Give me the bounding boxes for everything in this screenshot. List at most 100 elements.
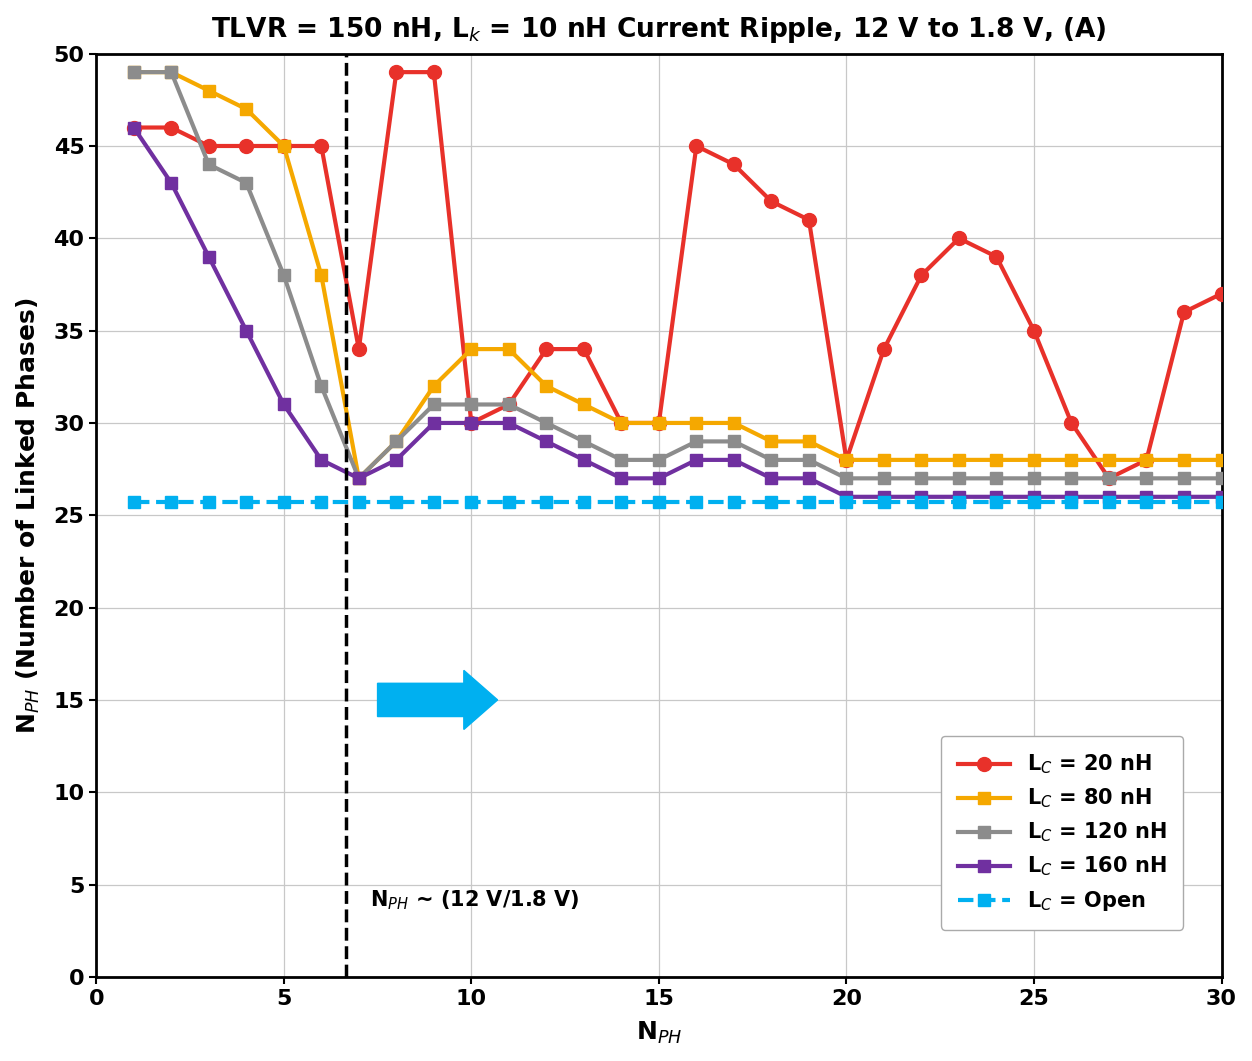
L$_C$ = 160 nH xyxy=(839,490,854,503)
L$_C$ = Open xyxy=(1027,495,1042,508)
L$_C$ = 80 nH xyxy=(389,435,404,448)
X-axis label: N$_{PH}$: N$_{PH}$ xyxy=(636,1020,682,1046)
L$_C$ = 80 nH xyxy=(576,398,591,411)
L$_C$ = 20 nH xyxy=(651,417,666,430)
L$_C$ = 20 nH xyxy=(1027,325,1042,337)
L$_C$ = 20 nH xyxy=(764,195,779,208)
L$_C$ = 80 nH xyxy=(989,453,1004,466)
L$_C$ = 120 nH xyxy=(463,398,478,411)
L$_C$ = 120 nH xyxy=(764,453,779,466)
L$_C$ = 80 nH xyxy=(1139,453,1154,466)
L$_C$ = Open xyxy=(352,495,367,508)
L$_C$ = 20 nH xyxy=(352,343,367,355)
L$_C$ = 80 nH xyxy=(239,103,254,116)
L$_C$ = 120 nH xyxy=(689,435,704,448)
L$_C$ = Open xyxy=(576,495,591,508)
L$_C$ = Open xyxy=(538,495,553,508)
L$_C$ = 20 nH xyxy=(239,140,254,153)
L$_C$ = Open xyxy=(1102,495,1117,508)
L$_C$ = Open xyxy=(839,495,854,508)
L$_C$ = 160 nH xyxy=(389,453,404,466)
Line: L$_C$ = Open: L$_C$ = Open xyxy=(128,497,1228,508)
L$_C$ = 20 nH xyxy=(952,232,967,245)
FancyArrow shape xyxy=(378,671,497,730)
L$_C$ = 20 nH xyxy=(914,268,929,281)
L$_C$ = 120 nH xyxy=(352,472,367,485)
L$_C$ = 160 nH xyxy=(576,453,591,466)
L$_C$ = 160 nH xyxy=(202,250,217,263)
L$_C$ = 20 nH xyxy=(389,66,404,79)
L$_C$ = 160 nH xyxy=(764,472,779,485)
L$_C$ = 20 nH xyxy=(314,140,329,153)
L$_C$ = 20 nH xyxy=(1064,417,1079,430)
L$_C$ = 80 nH xyxy=(1027,453,1042,466)
L$_C$ = 120 nH xyxy=(1214,472,1229,485)
L$_C$ = 160 nH xyxy=(1177,490,1192,503)
L$_C$ = 80 nH xyxy=(314,268,329,281)
L$_C$ = Open xyxy=(726,495,741,508)
L$_C$ = 120 nH xyxy=(914,472,929,485)
L$_C$ = 160 nH xyxy=(1102,490,1117,503)
L$_C$ = 80 nH xyxy=(689,417,704,430)
L$_C$ = 160 nH xyxy=(352,472,367,485)
L$_C$ = Open xyxy=(989,495,1004,508)
L$_C$ = 160 nH xyxy=(1139,490,1154,503)
L$_C$ = 80 nH xyxy=(538,380,553,393)
L$_C$ = Open xyxy=(463,495,478,508)
L$_C$ = 80 nH xyxy=(764,435,779,448)
L$_C$ = Open xyxy=(876,495,891,508)
L$_C$ = 120 nH xyxy=(239,176,254,189)
L$_C$ = 120 nH xyxy=(501,398,516,411)
L$_C$ = 160 nH xyxy=(463,417,478,430)
L$_C$ = 80 nH xyxy=(914,453,929,466)
L$_C$ = 160 nH xyxy=(1214,490,1229,503)
L$_C$ = 160 nH xyxy=(126,121,141,134)
L$_C$ = 120 nH xyxy=(314,380,329,393)
L$_C$ = 120 nH xyxy=(613,453,629,466)
L$_C$ = 80 nH xyxy=(1177,453,1192,466)
L$_C$ = Open xyxy=(801,495,816,508)
L$_C$ = 160 nH xyxy=(239,325,254,337)
L$_C$ = 120 nH xyxy=(1102,472,1117,485)
L$_C$ = 120 nH xyxy=(202,158,217,171)
L$_C$ = 120 nH xyxy=(164,66,179,79)
L$_C$ = 80 nH xyxy=(164,66,179,79)
L$_C$ = 20 nH xyxy=(463,417,478,430)
L$_C$ = 20 nH xyxy=(1139,453,1154,466)
L$_C$ = 20 nH xyxy=(726,158,741,171)
L$_C$ = 80 nH xyxy=(463,343,478,355)
L$_C$ = 160 nH xyxy=(651,472,666,485)
L$_C$ = 120 nH xyxy=(876,472,891,485)
L$_C$ = 20 nH xyxy=(277,140,292,153)
L$_C$ = 80 nH xyxy=(801,435,816,448)
L$_C$ = 80 nH xyxy=(352,472,367,485)
L$_C$ = 20 nH xyxy=(1177,306,1192,318)
L$_C$ = 160 nH xyxy=(1064,490,1079,503)
L$_C$ = 80 nH xyxy=(427,380,442,393)
L$_C$ = Open xyxy=(389,495,404,508)
L$_C$ = 80 nH xyxy=(501,343,516,355)
L$_C$ = 20 nH xyxy=(989,250,1004,263)
L$_C$ = Open xyxy=(651,495,666,508)
L$_C$ = 120 nH xyxy=(1064,472,1079,485)
L$_C$ = 160 nH xyxy=(876,490,891,503)
L$_C$ = 80 nH xyxy=(726,417,741,430)
L$_C$ = 120 nH xyxy=(839,472,854,485)
L$_C$ = 120 nH xyxy=(389,435,404,448)
L$_C$ = 80 nH xyxy=(651,417,666,430)
Y-axis label: N$_{PH}$ (Number of Linked Phases): N$_{PH}$ (Number of Linked Phases) xyxy=(15,297,43,733)
L$_C$ = 20 nH xyxy=(427,66,442,79)
L$_C$ = Open xyxy=(164,495,179,508)
L$_C$ = 80 nH xyxy=(839,453,854,466)
Line: L$_C$ = 20 nH: L$_C$ = 20 nH xyxy=(126,65,1228,485)
L$_C$ = 80 nH xyxy=(613,417,629,430)
L$_C$ = 160 nH xyxy=(314,453,329,466)
L$_C$ = 80 nH xyxy=(202,84,217,97)
L$_C$ = 160 nH xyxy=(538,435,553,448)
L$_C$ = 120 nH xyxy=(576,435,591,448)
L$_C$ = 20 nH xyxy=(164,121,179,134)
L$_C$ = Open xyxy=(1177,495,1192,508)
L$_C$ = 20 nH xyxy=(801,213,816,226)
L$_C$ = Open xyxy=(202,495,217,508)
L$_C$ = 160 nH xyxy=(427,417,442,430)
